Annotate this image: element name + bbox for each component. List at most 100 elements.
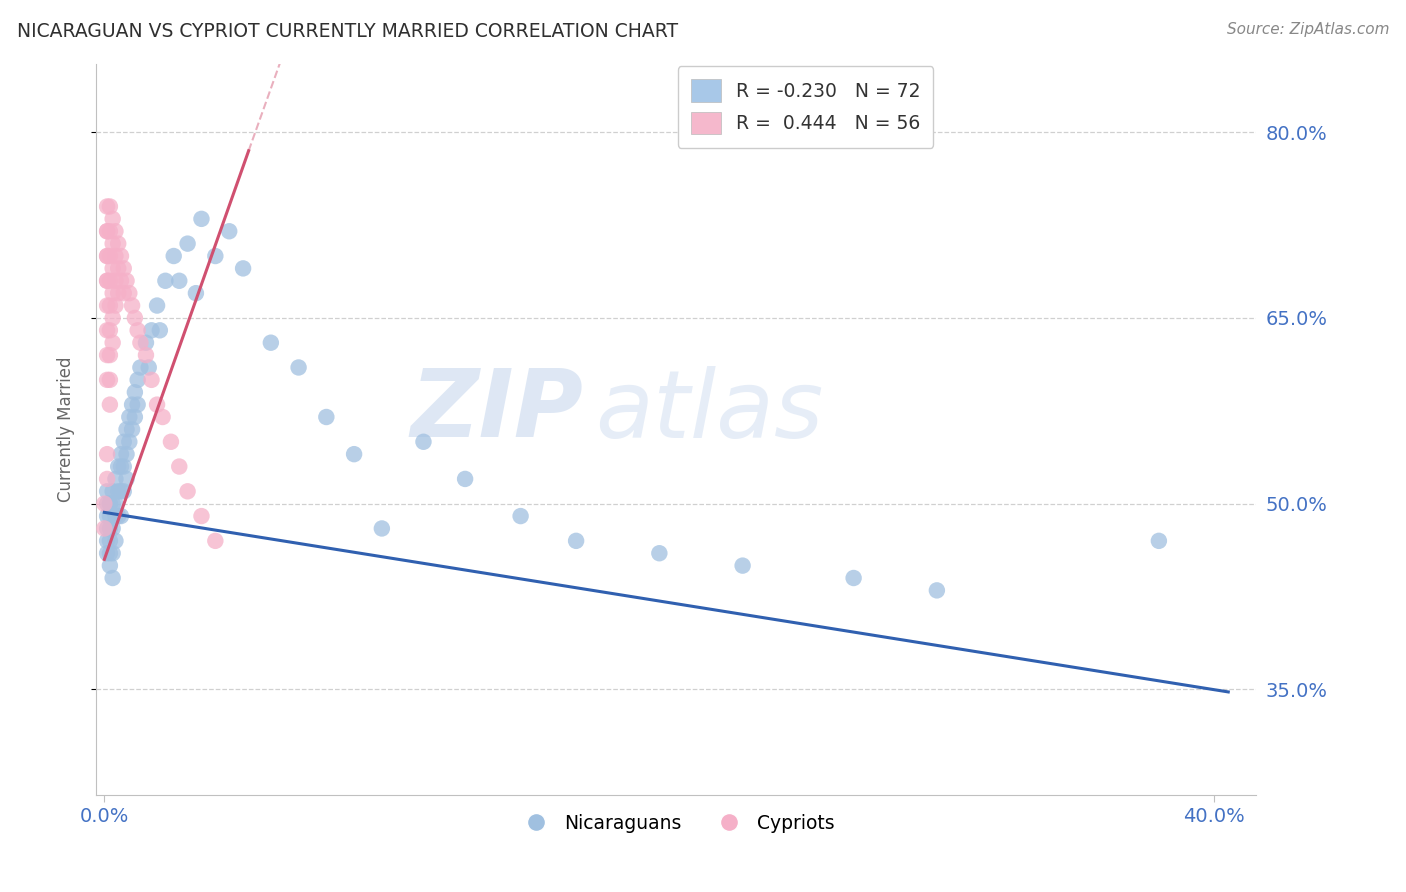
Point — [190, 509, 212, 524]
Point — [104, 224, 127, 238]
Point — [176, 236, 198, 251]
Point — [101, 571, 124, 585]
Point — [96, 447, 118, 461]
Point — [184, 286, 207, 301]
Point — [163, 249, 186, 263]
Point — [371, 521, 394, 535]
Point — [121, 398, 143, 412]
Point — [110, 274, 132, 288]
Point — [232, 261, 254, 276]
Point — [93, 521, 115, 535]
Point — [204, 249, 226, 263]
Point — [121, 299, 143, 313]
Point — [96, 249, 118, 263]
Point — [129, 335, 152, 350]
Point — [124, 310, 146, 325]
Point — [98, 373, 121, 387]
Point — [96, 224, 118, 238]
Point — [1147, 533, 1170, 548]
Point — [98, 199, 121, 213]
Point — [731, 558, 754, 573]
Point — [115, 447, 138, 461]
Point — [104, 509, 127, 524]
Point — [190, 211, 212, 226]
Point — [101, 521, 124, 535]
Point — [98, 274, 121, 288]
Point — [96, 348, 118, 362]
Point — [925, 583, 948, 598]
Point — [98, 323, 121, 337]
Point — [115, 472, 138, 486]
Point — [218, 224, 240, 238]
Point — [112, 434, 135, 449]
Point — [118, 434, 141, 449]
Y-axis label: Currently Married: Currently Married — [58, 357, 75, 502]
Point — [96, 373, 118, 387]
Point — [101, 286, 124, 301]
Point — [96, 224, 118, 238]
Text: NICARAGUAN VS CYPRIOT CURRENTLY MARRIED CORRELATION CHART: NICARAGUAN VS CYPRIOT CURRENTLY MARRIED … — [17, 22, 678, 41]
Point — [101, 484, 124, 499]
Point — [101, 310, 124, 325]
Text: ZIP: ZIP — [411, 365, 583, 457]
Point — [98, 398, 121, 412]
Point — [101, 335, 124, 350]
Point — [98, 497, 121, 511]
Point — [412, 434, 434, 449]
Point — [110, 447, 132, 461]
Point — [96, 484, 118, 499]
Point — [96, 546, 118, 560]
Point — [110, 459, 132, 474]
Point — [101, 236, 124, 251]
Point — [124, 409, 146, 424]
Point — [169, 459, 191, 474]
Point — [104, 533, 127, 548]
Point — [96, 521, 118, 535]
Point — [98, 224, 121, 238]
Point — [98, 558, 121, 573]
Point — [287, 360, 309, 375]
Point — [118, 409, 141, 424]
Point — [141, 373, 163, 387]
Point — [152, 409, 174, 424]
Point — [98, 533, 121, 548]
Point — [509, 509, 531, 524]
Point — [107, 459, 129, 474]
Point — [96, 274, 118, 288]
Point — [135, 348, 157, 362]
Legend: Nicaraguans, Cypriots: Nicaraguans, Cypriots — [510, 806, 842, 840]
Point — [98, 497, 121, 511]
Point — [118, 286, 141, 301]
Point — [115, 274, 138, 288]
Point — [98, 299, 121, 313]
Point — [104, 299, 127, 313]
Point — [107, 509, 129, 524]
Point — [127, 398, 149, 412]
Point — [96, 249, 118, 263]
Point — [127, 323, 149, 337]
Point — [343, 447, 366, 461]
Point — [160, 434, 183, 449]
Point — [115, 422, 138, 436]
Point — [112, 286, 135, 301]
Point — [124, 385, 146, 400]
Point — [842, 571, 865, 585]
Point — [110, 249, 132, 263]
Point — [96, 497, 118, 511]
Point — [141, 323, 163, 337]
Point — [96, 199, 118, 213]
Point — [98, 521, 121, 535]
Point — [169, 274, 191, 288]
Point — [96, 323, 118, 337]
Point — [98, 509, 121, 524]
Point — [101, 261, 124, 276]
Point — [93, 497, 115, 511]
Point — [98, 348, 121, 362]
Point — [155, 274, 177, 288]
Point — [98, 546, 121, 560]
Point — [101, 211, 124, 226]
Point — [121, 422, 143, 436]
Point — [98, 249, 121, 263]
Point — [107, 286, 129, 301]
Point — [104, 249, 127, 263]
